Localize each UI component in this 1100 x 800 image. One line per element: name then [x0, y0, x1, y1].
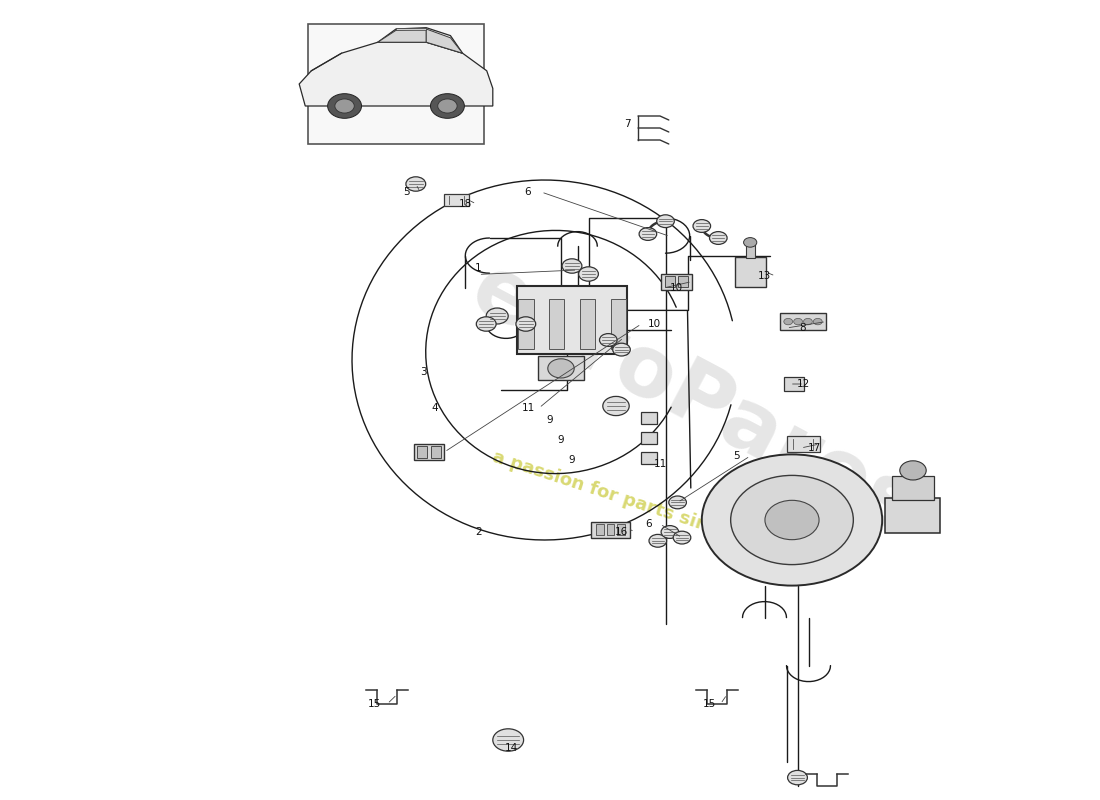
Circle shape: [600, 334, 617, 346]
Circle shape: [788, 770, 807, 785]
Text: 18: 18: [459, 199, 472, 209]
Bar: [641, 432, 658, 444]
Bar: [641, 451, 658, 464]
Circle shape: [710, 232, 727, 245]
Text: 3: 3: [420, 367, 427, 377]
Circle shape: [476, 317, 496, 331]
Bar: [308, 24, 484, 144]
Text: 14: 14: [505, 743, 518, 753]
Bar: [431, 446, 441, 458]
Circle shape: [764, 500, 820, 540]
Polygon shape: [299, 42, 493, 106]
Bar: [517, 286, 627, 354]
Bar: [641, 411, 658, 424]
Text: 8: 8: [800, 323, 806, 333]
Text: 1: 1: [475, 263, 482, 273]
Circle shape: [744, 238, 757, 247]
Circle shape: [669, 496, 686, 509]
Text: 10: 10: [670, 283, 683, 293]
Circle shape: [548, 358, 574, 378]
Circle shape: [673, 531, 691, 544]
Polygon shape: [378, 29, 427, 42]
Polygon shape: [427, 29, 462, 53]
Circle shape: [493, 729, 524, 751]
Text: 6: 6: [525, 187, 531, 197]
Circle shape: [516, 317, 536, 331]
Bar: [679, 276, 689, 287]
Text: 9: 9: [547, 415, 553, 425]
Bar: [518, 298, 534, 349]
Text: 15: 15: [703, 699, 716, 709]
Circle shape: [438, 99, 458, 113]
Circle shape: [657, 214, 674, 227]
Circle shape: [328, 94, 362, 118]
Circle shape: [803, 318, 812, 325]
Text: 10: 10: [648, 319, 661, 329]
Text: 17: 17: [807, 443, 821, 453]
Bar: [892, 476, 934, 500]
Circle shape: [334, 99, 354, 113]
Circle shape: [794, 318, 803, 325]
Bar: [607, 525, 615, 534]
Circle shape: [562, 258, 582, 274]
Circle shape: [486, 308, 508, 324]
Bar: [617, 525, 625, 534]
Bar: [549, 298, 564, 349]
Circle shape: [693, 220, 711, 233]
Circle shape: [813, 318, 822, 325]
Text: 4: 4: [431, 403, 438, 413]
Text: 7: 7: [624, 119, 630, 129]
Bar: [417, 446, 427, 458]
Circle shape: [613, 343, 630, 356]
Bar: [414, 444, 444, 460]
Text: 13: 13: [758, 271, 771, 281]
Text: 11: 11: [521, 403, 535, 413]
Text: a passion for parts since 1985: a passion for parts since 1985: [491, 448, 785, 560]
Circle shape: [639, 227, 657, 240]
Circle shape: [649, 534, 667, 547]
Text: 9: 9: [558, 435, 564, 445]
Circle shape: [784, 318, 793, 325]
Text: 11: 11: [653, 459, 667, 469]
Bar: [784, 377, 804, 391]
Circle shape: [603, 396, 629, 416]
Text: euroPares: euroPares: [456, 248, 930, 552]
Circle shape: [579, 266, 598, 282]
Text: 2: 2: [475, 527, 482, 537]
Bar: [786, 436, 820, 452]
Text: 9: 9: [569, 455, 575, 465]
Circle shape: [702, 454, 882, 586]
Circle shape: [406, 177, 426, 191]
Bar: [538, 357, 584, 381]
Text: 12: 12: [796, 379, 810, 389]
Bar: [580, 298, 595, 349]
Polygon shape: [396, 28, 427, 30]
Bar: [780, 313, 826, 330]
Circle shape: [661, 526, 679, 538]
Text: 5: 5: [404, 187, 410, 197]
Bar: [444, 194, 469, 206]
Bar: [886, 498, 940, 533]
Bar: [746, 243, 755, 258]
Text: 5: 5: [734, 451, 740, 461]
Text: 6: 6: [646, 519, 652, 529]
Circle shape: [430, 94, 464, 118]
Text: 15: 15: [367, 699, 381, 709]
Circle shape: [730, 475, 854, 565]
Bar: [735, 257, 766, 287]
Bar: [610, 298, 626, 349]
Bar: [661, 274, 692, 290]
Text: 16: 16: [615, 527, 628, 537]
Polygon shape: [378, 28, 462, 53]
Bar: [664, 276, 674, 287]
Bar: [592, 522, 630, 538]
Circle shape: [900, 461, 926, 480]
Bar: [596, 525, 604, 534]
